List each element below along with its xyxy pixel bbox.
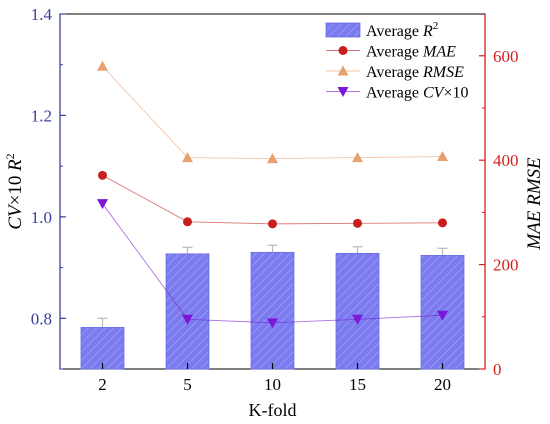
marker-circle	[438, 218, 447, 228]
marker-circle	[338, 46, 348, 55]
marker-circle	[98, 170, 107, 180]
marker-triangle-down	[352, 314, 363, 325]
left-axis-tick-label: 1.4	[31, 5, 53, 24]
right-axis-tick-label: 0	[493, 360, 502, 379]
x-axis-tick-label: 5	[183, 375, 192, 394]
right-axis-tick-label: 400	[493, 151, 519, 170]
left-axis-tick-label: 1.0	[31, 208, 52, 227]
legend: Average R2 Average MAE Average RMSE Average…	[325, 20, 468, 102]
marker-circle	[183, 217, 192, 227]
x-axis-tick-label: 2	[98, 375, 107, 394]
bars-layer	[80, 244, 465, 370]
marker-circle	[353, 218, 362, 228]
marker-triangle-down	[267, 318, 278, 329]
marker-triangle-up	[267, 153, 278, 164]
bar	[250, 251, 295, 370]
left-axis-tick-label: 1.2	[31, 106, 52, 125]
series-line	[102, 174, 443, 225]
marker-triangle-down	[182, 314, 193, 325]
x-axis-tick-label: 20	[434, 375, 451, 394]
marker-triangle-up	[182, 152, 193, 163]
marker-triangle-up	[337, 65, 349, 76]
legend-label: Average MAE	[366, 44, 456, 61]
x-axis-tick-label: 15	[349, 375, 366, 394]
x-axis-title: K-fold	[249, 400, 297, 420]
left-axis-title: CV×10 R2	[3, 153, 26, 229]
left-axis-tick-label: 0.8	[31, 309, 52, 328]
right-axis-tick-label: 600	[493, 47, 519, 66]
legend-label: Average CV×10	[366, 85, 468, 102]
marker-triangle-down	[437, 310, 448, 321]
marker-triangle-down	[337, 87, 349, 97]
legend-label: Average RMSE	[366, 64, 464, 81]
legend-swatch-bar	[325, 22, 361, 38]
marker-triangle-down	[97, 199, 108, 210]
right-axis-title: MAE RMSE	[524, 157, 545, 251]
bar	[80, 327, 125, 370]
marker-triangle-up	[437, 151, 448, 162]
marker-circle	[268, 219, 277, 229]
lines-layer	[97, 60, 448, 329]
bar	[165, 253, 210, 370]
marker-triangle-up	[97, 60, 108, 71]
marker-triangle-up	[352, 152, 363, 163]
bar	[335, 252, 380, 370]
right-axis-tick-label: 200	[493, 256, 519, 275]
x-axis-tick-label: 10	[264, 375, 281, 394]
legend-label: Average R2	[366, 20, 438, 40]
axes-layer: 0.8 1.0 1.2 1.4 0 200 400 600 2 5 10 15 20 K-fold CV×1…	[3, 5, 545, 420]
